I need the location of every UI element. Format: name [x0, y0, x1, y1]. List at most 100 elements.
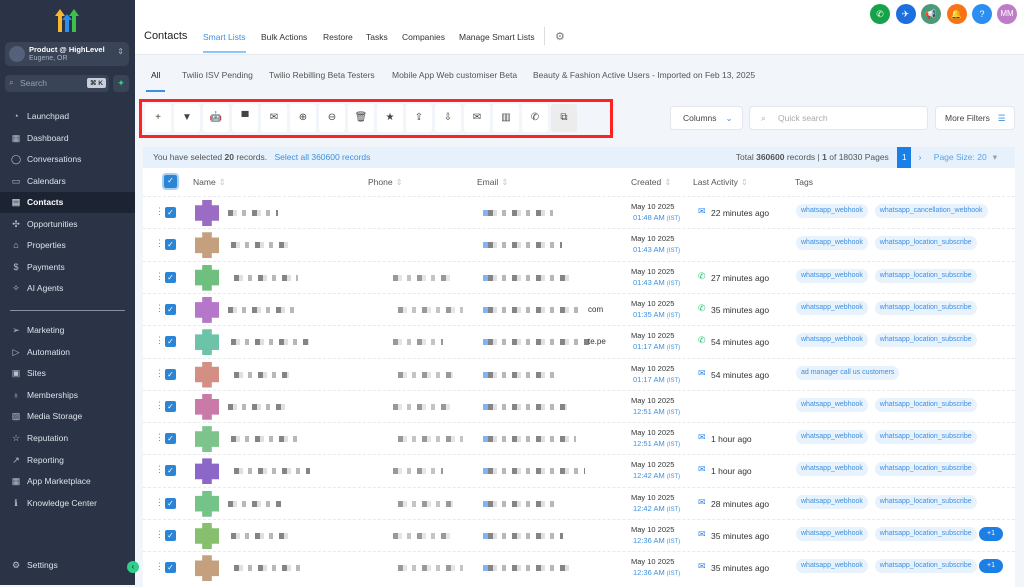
tag-chip[interactable]: whatsapp_location_subscribe [874, 430, 977, 445]
tag-chip[interactable]: whatsapp_webhook [796, 559, 868, 574]
drag-handle-icon[interactable]: ⋮ [155, 464, 164, 475]
workflow-bot-button[interactable]: 🤖 [203, 104, 229, 132]
sidebar-item-app-marketplace[interactable]: ▦ App Marketplace [0, 471, 135, 492]
page-size-select[interactable]: Page Size: 20 [933, 152, 987, 162]
select-all-link[interactable]: Select all 360600 records [274, 152, 371, 162]
drag-handle-icon[interactable]: ⋮ [155, 335, 164, 346]
collapse-sidebar-button[interactable]: ‹ [127, 561, 139, 573]
smart-list-tab[interactable]: Mobile App Web customiser Beta [392, 70, 518, 80]
tag-chip[interactable]: whatsapp_location_subscribe [874, 236, 977, 251]
column-header-phone[interactable]: Phone ⇕ [368, 177, 403, 188]
tab-companies[interactable]: Companies [402, 32, 445, 42]
tag-chip[interactable]: whatsapp_webhook [796, 333, 868, 348]
tag-chip[interactable]: whatsapp_webhook [796, 397, 868, 412]
tag-chip[interactable]: ad manager call us customers [796, 365, 900, 380]
phone-icon[interactable]: ✆ [870, 4, 890, 24]
tag-chip[interactable]: whatsapp_location_subscribe [874, 462, 977, 477]
sidebar-item-marketing[interactable]: ➢ Marketing [0, 320, 135, 341]
tag-chip[interactable]: whatsapp_location_subscribe [874, 527, 977, 541]
tag-chip[interactable]: whatsapp_location_subscribe [874, 300, 977, 315]
row-checkbox[interactable]: ✓ [165, 336, 176, 348]
row-checkbox[interactable]: ✓ [165, 433, 176, 445]
table-row[interactable]: ⋮ ✓ May 10 2025 12:42 AM (IST) ✉ 1 hour ago wh… [143, 454, 1015, 486]
column-header-name[interactable]: Name ⇕ [193, 177, 226, 188]
row-checkbox[interactable]: ✓ [165, 465, 176, 477]
add-tag-button[interactable]: ⊕ [290, 104, 316, 132]
sidebar-item-sites[interactable]: ▣ Sites [0, 363, 135, 384]
user-avatar[interactable]: MM [997, 4, 1017, 24]
sidebar-item-knowledge-center[interactable]: ℹ Knowledge Center [0, 493, 135, 514]
ai-sparkle-button[interactable]: ✦ [113, 75, 129, 92]
table-row[interactable]: ⋮ ✓ May 10 2025 12:51 AM (IST) whatsapp_webh… [143, 389, 1015, 422]
star-button[interactable]: ★ [377, 104, 403, 132]
add-button[interactable]: + [145, 104, 171, 132]
tab-bulk-actions[interactable]: Bulk Actions [261, 32, 308, 42]
column-header-last-activity[interactable]: Last Activity ⇕ [693, 177, 748, 188]
review-request-button[interactable]: ✉ [464, 104, 490, 132]
sidebar-item-payments[interactable]: $ Payments [0, 257, 135, 278]
drag-handle-icon[interactable]: ⋮ [155, 432, 164, 443]
table-row[interactable]: ⋮ ✓ te.pe May 10 2025 01:17 AM (IST) ✆ 54 minu… [143, 325, 1015, 357]
drag-handle-icon[interactable]: ⋮ [155, 561, 164, 572]
sidebar-item-launchpad[interactable]: ◔ Launchpad [0, 106, 135, 127]
sidebar-item-calendars[interactable]: ▭ Calendars [0, 171, 135, 192]
sidebar-item-automation[interactable]: ▷ Automation [0, 342, 135, 363]
satellite-icon[interactable]: ✈ [895, 4, 916, 24]
table-row[interactable]: ⋮ ✓ May 10 2025 01:43 AM (IST) whatsapp_webh… [143, 228, 1015, 260]
tab-smart-lists[interactable]: Smart Lists [203, 32, 246, 53]
tag-chip[interactable]: whatsapp_webhook [796, 268, 868, 283]
table-row[interactable]: ⋮ ✓ May 10 2025 12:51 AM (IST) ✉ 1 hour ago wh… [143, 422, 1015, 454]
next-page-icon[interactable]: › [918, 152, 922, 162]
tab-restore[interactable]: Restore [323, 32, 353, 42]
drag-handle-icon[interactable]: ⋮ [155, 302, 164, 313]
sidebar-item-memberships[interactable]: ♁ Memberships [0, 385, 135, 406]
row-checkbox[interactable]: ✓ [165, 368, 176, 380]
tab-manage-smart-lists[interactable]: Manage Smart Lists [459, 32, 535, 42]
page-button-1[interactable]: 1 [897, 147, 912, 168]
sidebar-item-conversations[interactable]: ◯ Conversations [0, 149, 135, 170]
sidebar-item-reporting[interactable]: ↗ Reporting [0, 450, 135, 471]
export-button[interactable]: ⇪ [406, 104, 432, 132]
more-tags-button[interactable]: +1 [979, 527, 1003, 541]
tag-chip[interactable]: whatsapp_webhook [796, 204, 868, 218]
column-header-tags[interactable]: Tags [795, 177, 813, 187]
select-all-checkbox[interactable]: ✓ [162, 173, 179, 190]
tag-chip[interactable]: whatsapp_webhook [796, 494, 868, 509]
tag-chip[interactable]: whatsapp_webhook [796, 430, 868, 445]
drag-handle-icon[interactable]: ⋮ [155, 496, 164, 507]
row-checkbox[interactable]: ✓ [165, 562, 176, 574]
merge-button[interactable]: ⧉ [551, 104, 577, 132]
bell-icon[interactable]: 🔔 [946, 4, 967, 24]
quick-search-input[interactable]: ⌕ Quick search [749, 106, 928, 130]
smart-list-tab[interactable]: Twilio ISV Pending [182, 70, 253, 80]
sidebar-item-settings[interactable]: ⚙ Settings [0, 555, 135, 576]
table-row[interactable]: ⋮ ✓ com May 10 2025 01:35 AM (IST) ✆ 35 minute… [143, 292, 1015, 325]
sidebar-item-dashboard[interactable]: ▦ Dashboard [0, 128, 135, 149]
tag-chip[interactable]: whatsapp_webhook [796, 300, 868, 315]
row-checkbox[interactable]: ✓ [165, 530, 176, 541]
tag-chip[interactable]: whatsapp_cancellation_webhook [874, 204, 988, 218]
columns-button[interactable]: Columns ⌄ [670, 106, 743, 130]
delete-button[interactable]: 🗑 [348, 104, 374, 132]
sidebar-item-contacts[interactable]: ▤ Contacts [0, 192, 135, 213]
drag-handle-icon[interactable]: ⋮ [155, 270, 164, 281]
tag-chip[interactable]: whatsapp_location_subscribe [874, 268, 977, 283]
row-checkbox[interactable]: ✓ [165, 400, 176, 412]
settings-gear-icon[interactable]: ⚙ [555, 31, 565, 43]
table-row[interactable]: ⋮ ✓ May 10 2025 12:36 AM (IST) ✉ 35 minutes a… [143, 551, 1015, 583]
drag-handle-icon[interactable]: ⋮ [155, 238, 164, 249]
table-row[interactable]: ⋮ ✓ May 10 2025 01:43 AM (IST) ✆ 27 minutes a… [143, 260, 1015, 293]
tab-tasks[interactable]: Tasks [366, 32, 388, 42]
tag-chip[interactable]: whatsapp_location_subscribe [874, 494, 977, 509]
email-button[interactable]: ✉ [261, 104, 287, 132]
remove-tag-button[interactable]: ⊖ [319, 104, 345, 132]
column-header-email[interactable]: Email ⇕ [477, 177, 508, 188]
table-row[interactable]: ⋮ ✓ May 10 2025 12:36 AM (IST) ✉ 35 minutes a… [143, 519, 1015, 551]
import-button[interactable]: ⇩ [435, 104, 461, 132]
row-checkbox[interactable]: ✓ [165, 207, 176, 218]
smart-list-tab[interactable]: All [146, 70, 166, 92]
drag-handle-icon[interactable]: ⋮ [155, 529, 164, 539]
row-checkbox[interactable]: ✓ [165, 303, 176, 315]
table-row[interactable]: ⋮ ✓ May 10 2025 12:42 AM (IST) ✉ 28 minutes a… [143, 486, 1015, 519]
tag-chip[interactable]: whatsapp_webhook [796, 462, 868, 477]
